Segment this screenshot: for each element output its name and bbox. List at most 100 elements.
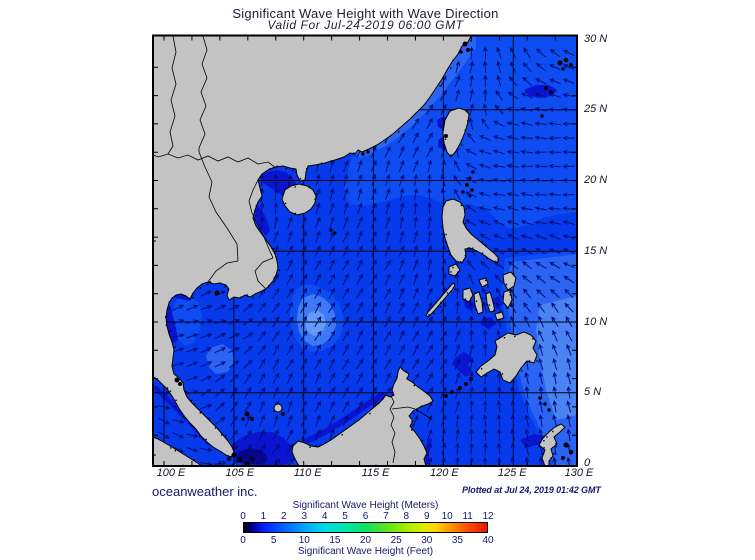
island [244, 411, 250, 417]
island [450, 390, 454, 394]
country-border [153, 153, 277, 169]
credit-text: oceanweather inc. [152, 484, 258, 499]
plotted-timestamp: Plotted at Jul 24, 2019 01:42 GMT [462, 485, 601, 495]
island [544, 86, 548, 90]
legend-title-meters: Significant Wave Height (Meters) [292, 500, 439, 511]
lon-label: 130 E [564, 467, 594, 479]
island [547, 408, 551, 412]
landmass [153, 436, 203, 466]
island [227, 457, 231, 461]
landmass [281, 183, 317, 216]
legend-feet-value: 15 [329, 535, 341, 546]
legend-meters-value: 9 [423, 510, 430, 522]
island [458, 386, 462, 390]
lat-label: 0 [584, 456, 591, 469]
axis-ticks [153, 35, 577, 466]
valid-time-subtitle: Valid For Jul-24-2019 06:00 GMT [267, 17, 464, 32]
island [471, 170, 475, 174]
country-border [198, 35, 208, 152]
island [561, 67, 565, 71]
map-area [153, 35, 577, 466]
lon-label: 120 E [430, 467, 459, 479]
landmass [502, 271, 517, 291]
legend-meters-value: 8 [403, 510, 410, 522]
island [462, 41, 468, 47]
legend-colorbar [243, 522, 488, 533]
landmass [473, 291, 484, 315]
country-border [167, 35, 177, 155]
legend-feet-value: 40 [482, 535, 494, 546]
island [568, 449, 574, 455]
legend-meters-value: 11 [462, 510, 473, 522]
lat-label: 20 N [584, 174, 608, 186]
legend-title-feet: Significant Wave Height (Feet) [297, 546, 434, 557]
island [538, 396, 542, 400]
island [273, 403, 283, 413]
island [569, 63, 573, 67]
map-frame [152, 34, 578, 467]
island [557, 60, 563, 66]
page-title: Significant Wave Height with Wave Direct… [232, 6, 499, 21]
country-border [198, 151, 239, 262]
landmass [153, 35, 472, 458]
wave-height-patch [302, 392, 385, 445]
island [468, 194, 472, 198]
wave-height-patch [255, 206, 270, 236]
island [444, 394, 448, 398]
landmass [485, 291, 496, 313]
legend-meters-value: 7 [383, 510, 389, 522]
legend-feet-value: 0 [240, 535, 246, 546]
island [281, 412, 285, 416]
legend-meters-value: 4 [321, 510, 328, 522]
legend-meters-value: 3 [301, 510, 308, 522]
lon-label: 115 E [361, 467, 390, 479]
island [461, 190, 465, 194]
island [231, 452, 237, 458]
lat-label: 25 N [584, 103, 608, 116]
island [543, 402, 547, 406]
island [329, 228, 333, 232]
legend-feet-value: 25 [390, 535, 402, 546]
island [563, 442, 569, 448]
island [549, 90, 553, 94]
island [469, 377, 473, 381]
legend-feet-value: 35 [451, 535, 463, 546]
lon-label: 105 E [225, 467, 255, 479]
island [241, 417, 245, 421]
lon-label: 125 E [497, 467, 527, 479]
island [444, 134, 448, 138]
lat-label: 10 N [584, 315, 608, 328]
country-border [248, 179, 274, 259]
legend-meters-value: 6 [362, 510, 369, 522]
country-border [391, 406, 433, 421]
island [563, 57, 569, 63]
country-border [254, 257, 274, 289]
wave-height-patch [524, 85, 557, 98]
island [464, 382, 468, 386]
landmass [494, 311, 505, 321]
legend-feet-value: 10 [298, 535, 310, 546]
wave-height-patch [206, 344, 234, 374]
island [333, 231, 337, 235]
country-border [207, 260, 239, 283]
landmass [425, 282, 456, 318]
island [561, 456, 565, 460]
wave-direction-arrows [158, 46, 575, 466]
landmass [475, 331, 538, 384]
lat-label: 5 N [584, 386, 602, 399]
island [214, 290, 220, 296]
island [366, 150, 370, 154]
island [466, 48, 470, 52]
legend-meters-value: 0 [240, 510, 246, 522]
country-border [389, 395, 396, 464]
island [174, 377, 180, 383]
wave-height-patch [452, 352, 473, 377]
wave-height-patch [356, 36, 476, 158]
legend-meters-value: 10 [441, 510, 453, 522]
island [465, 183, 469, 187]
island [468, 176, 472, 180]
lon-label: 110 E [293, 467, 322, 479]
wave-height-patch [536, 296, 577, 420]
